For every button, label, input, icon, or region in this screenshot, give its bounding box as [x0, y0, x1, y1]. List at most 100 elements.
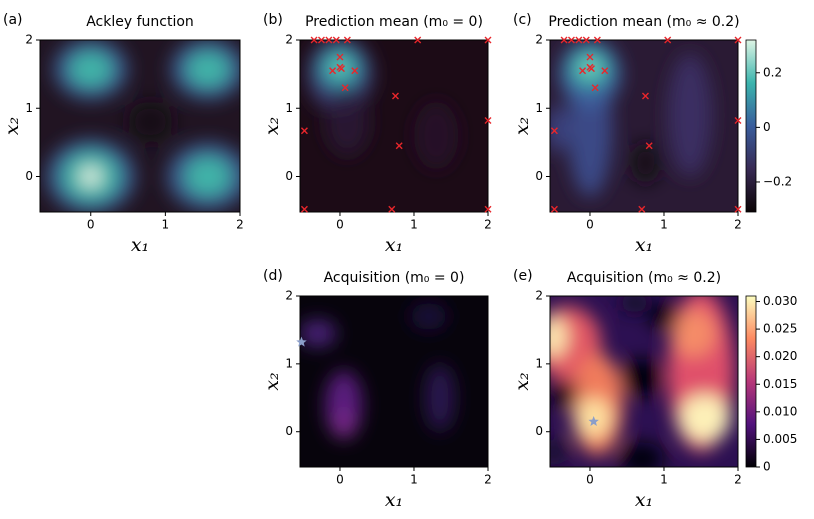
x-axis-label: x₁	[385, 234, 403, 256]
sample-point	[337, 65, 345, 73]
x-tick-label: 2	[734, 473, 742, 487]
field-blob	[413, 101, 459, 170]
y-tick-label: 0	[535, 424, 543, 438]
sample-point	[550, 127, 558, 135]
field-blob	[550, 380, 578, 408]
heatmap-field	[550, 40, 713, 197]
chart-title: Acquisition (m₀ ≈ 0.2)	[567, 270, 721, 286]
y-tick-label: 2	[535, 33, 543, 47]
x-tick-label: 2	[484, 473, 492, 487]
sample-point	[586, 53, 594, 61]
sample-point	[343, 36, 351, 44]
heatmap	[550, 296, 738, 467]
field-blob	[410, 302, 448, 330]
sample-point	[734, 205, 742, 213]
sample-point	[300, 127, 308, 135]
heatmap	[300, 296, 488, 467]
field-blob	[649, 302, 679, 330]
y-tick-label: 0	[535, 169, 543, 183]
heatmap-field	[300, 302, 455, 439]
colorbar-tick-label: 0	[763, 120, 771, 134]
x-tick-label: 1	[660, 218, 668, 232]
colorbar	[745, 295, 757, 468]
chart-title: Prediction mean (m₀ ≈ 0.2)	[548, 14, 739, 30]
y-tick-label: 1	[535, 356, 543, 370]
x-axis-label: x₁	[385, 489, 403, 511]
sample-point	[664, 36, 672, 44]
y-tick-label: 2	[25, 33, 33, 47]
x-tick-label: 0	[336, 473, 344, 487]
field-blob	[128, 101, 173, 143]
heatmap	[300, 40, 488, 212]
x-tick-label: 2	[484, 218, 492, 232]
y-tick-label: 2	[285, 289, 293, 303]
plot-frame	[299, 295, 489, 468]
x-tick-label: 0	[87, 218, 95, 232]
sample-point	[593, 36, 601, 44]
y-axis-label: x₂	[261, 117, 283, 135]
field-blob	[550, 438, 568, 466]
panel-label: (b)	[263, 12, 283, 28]
next-point-star	[296, 336, 307, 347]
x-tick-label: 0	[586, 218, 594, 232]
sample-point	[395, 142, 403, 150]
x-axis-label: x₁	[131, 234, 149, 256]
sample-point	[484, 117, 492, 125]
y-tick-label: 0	[25, 169, 33, 183]
sample-point	[332, 36, 340, 44]
panel-label: (a)	[3, 12, 23, 28]
sample-point	[310, 36, 318, 44]
sample-point	[591, 84, 599, 92]
heatmap-field	[306, 40, 459, 170]
plot-frame	[549, 295, 739, 468]
sample-point	[484, 36, 492, 44]
sample-point	[582, 36, 590, 44]
x-axis-label: x₁	[635, 489, 653, 511]
x-tick-label: 1	[162, 218, 170, 232]
field-blob	[550, 316, 568, 358]
field-blob	[667, 53, 713, 177]
colorbar	[745, 39, 757, 213]
heatmap-field	[550, 296, 735, 467]
field-blob	[300, 319, 337, 347]
sample-point	[587, 65, 595, 73]
panel-label: (d)	[263, 268, 283, 284]
sample-point	[329, 67, 337, 75]
sample-point	[388, 205, 396, 213]
y-tick-label: 1	[285, 101, 293, 115]
next-point-star	[588, 416, 599, 426]
colorbar-tick-label: 0.2	[763, 65, 782, 79]
y-axis-label: x₂	[1, 117, 23, 135]
sample-point	[734, 117, 742, 125]
x-tick-label: 1	[410, 218, 418, 232]
field-blob	[630, 142, 661, 184]
colorbar-tick-label: 0.015	[763, 377, 797, 391]
y-tick-label: 1	[285, 356, 293, 370]
sample-point	[638, 205, 646, 213]
heatmap	[40, 40, 240, 212]
colorbar-tick-label: −0.2	[763, 174, 792, 188]
sample-point	[579, 67, 587, 75]
x-tick-label: 0	[336, 218, 344, 232]
sample-point	[567, 36, 575, 44]
x-tick-label: 1	[660, 473, 668, 487]
field-blob	[619, 441, 664, 467]
heatmap-field	[45, 40, 240, 212]
sample-point	[341, 84, 349, 92]
field-blob	[185, 157, 231, 196]
y-axis-label: x₂	[511, 117, 533, 135]
field-blob	[69, 52, 112, 87]
sample-point	[391, 92, 399, 100]
sample-point	[484, 205, 492, 213]
x-tick-label: 2	[236, 218, 244, 232]
plot-frame	[39, 39, 241, 213]
heatmap-background	[300, 296, 488, 467]
y-tick-label: 1	[535, 101, 543, 115]
sample-point	[734, 36, 742, 44]
sample-point	[414, 36, 422, 44]
sample-point	[336, 53, 344, 61]
heatmap	[550, 40, 738, 212]
field-blob	[619, 296, 650, 313]
chart-title: Prediction mean (m₀ = 0)	[305, 14, 483, 30]
